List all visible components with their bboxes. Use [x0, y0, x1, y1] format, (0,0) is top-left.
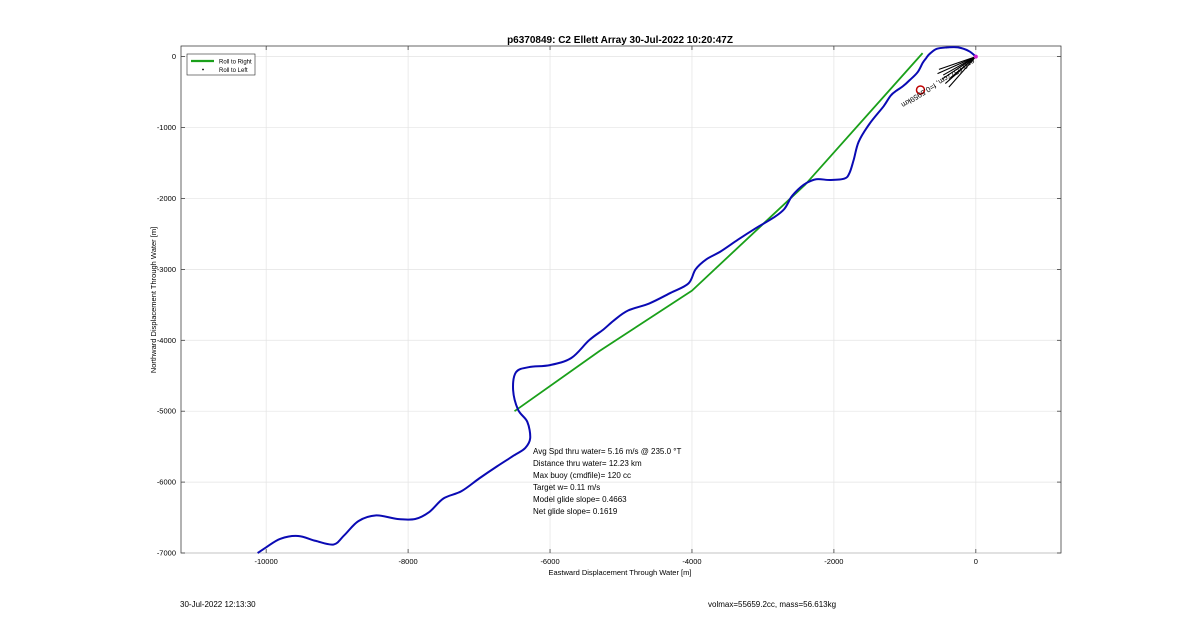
stat-avg-speed: Avg Spd thru water= 5.16 m/s @ 235.0 °T	[533, 447, 681, 456]
y-tick-label: 0	[172, 52, 176, 61]
footer-vehicle-info: volmax=55659.2cc, mass=56.613kg	[708, 600, 837, 609]
x-tick-label: -6000	[540, 557, 559, 566]
x-tick-label: -8000	[399, 557, 418, 566]
y-tick-label: -4000	[157, 336, 176, 345]
stat-model-glide: Model glide slope= 0.4663	[533, 495, 627, 504]
current-vector	[948, 56, 977, 88]
origin-marker	[973, 54, 978, 59]
y-axis-label: Northward Displacement Through Water [m]	[149, 227, 158, 373]
x-tick-label: 0	[974, 557, 978, 566]
x-tick-label: -2000	[824, 557, 843, 566]
series-roll-to-right	[513, 52, 924, 412]
plot-area	[180, 45, 1062, 554]
y-tick-label: -1000	[157, 123, 176, 132]
footer-timestamp: 30-Jul-2022 12:13:30	[180, 600, 256, 609]
y-tick-label: -6000	[157, 478, 176, 487]
series-roll-to-left	[257, 46, 977, 554]
chart-title: p6370849: C2 Ellett Array 30-Jul-2022 10…	[507, 35, 733, 46]
x-tick-label: -10000	[254, 557, 277, 566]
marker-layer	[915, 54, 978, 95]
grid-lines	[181, 46, 1061, 554]
y-tick-label: -7000	[157, 549, 176, 558]
y-tick-label: -5000	[157, 407, 176, 416]
stats-annotation: Avg Spd thru water= 5.16 m/s @ 235.0 °T …	[533, 447, 681, 516]
y-tick-label: -2000	[157, 194, 176, 203]
stat-net-glide: Net glide slope= 0.1619	[533, 507, 618, 516]
y-tick-label: -3000	[157, 265, 176, 274]
legend-marker-roll-left	[202, 68, 204, 71]
current-vector	[949, 56, 977, 79]
series-layer	[257, 46, 977, 554]
x-axis-label: Eastward Displacement Through Water [m]	[549, 568, 692, 577]
axis-ticks: -10000 -8000 -6000 -4000 -2000 0 0 -1000 -2000 -3…	[157, 46, 1061, 566]
stat-distance: Distance thru water= 12.23 km	[533, 459, 642, 468]
stat-target-w: Target w= 0.11 m/s	[533, 483, 600, 492]
current-vector	[942, 56, 977, 76]
stat-max-buoy: Max buoy (cmdfile)= 120 cc	[533, 471, 631, 480]
current-vector	[937, 56, 977, 75]
legend-label-roll-right: Roll to Right	[219, 60, 252, 66]
x-tick-label: -4000	[682, 557, 701, 566]
current-vector	[938, 56, 977, 70]
legend-label-roll-left: Roll to Left	[219, 68, 248, 74]
surface-marker	[915, 85, 926, 95]
legend: Roll to Right Roll to Left	[186, 53, 256, 76]
